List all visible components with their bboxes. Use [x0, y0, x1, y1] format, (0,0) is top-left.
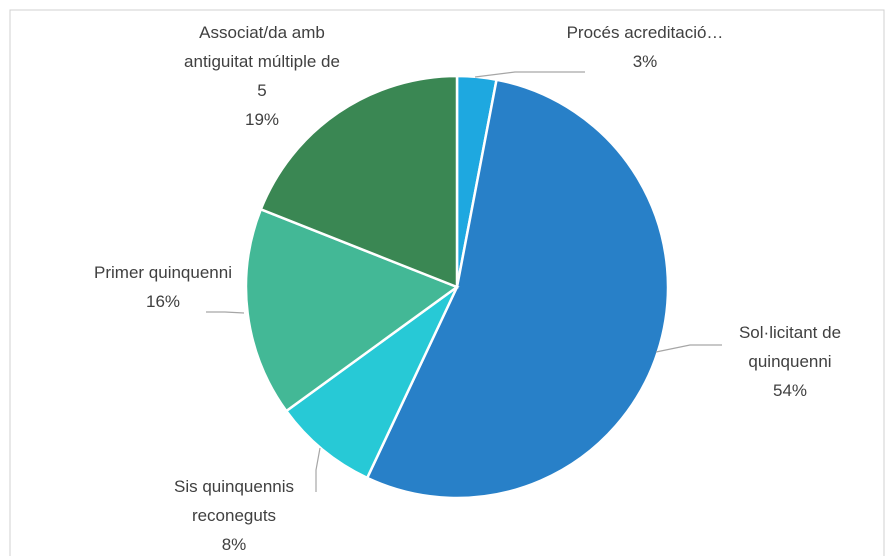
value-label: 16%	[145, 292, 181, 311]
value-label: 3%	[632, 52, 658, 71]
leader-line	[474, 71, 585, 78]
slice-label: Procés acreditació… 3%	[560, 18, 730, 76]
pie-slice	[284, 285, 459, 480]
leader-line	[655, 344, 722, 353]
leader-line	[206, 311, 245, 314]
value-label: 19%	[244, 110, 280, 129]
category-label: Procés acreditació…	[566, 23, 724, 42]
slice-label: Sis quinquennis reconeguts 8%	[149, 472, 319, 556]
pie-slice	[259, 74, 459, 289]
value-label: 54%	[772, 381, 808, 400]
chart-frame	[9, 9, 885, 556]
category-label: Sol·licitant de quinquenni	[738, 323, 842, 371]
leader-line	[315, 447, 321, 492]
category-label: Primer quinquenni	[94, 263, 232, 282]
slice-label: Sol·licitant de quinquenni 54%	[705, 318, 875, 405]
category-label: Associat/da amb antiguitat múltiple de 5	[184, 23, 340, 100]
pie-slice	[244, 207, 460, 413]
category-label: Sis quinquennis reconeguts	[173, 477, 295, 525]
value-label: 8%	[221, 535, 247, 554]
slice-label: Primer quinquenni 16%	[78, 258, 248, 316]
slice-label: Associat/da amb antiguitat múltiple de 5…	[177, 18, 347, 134]
